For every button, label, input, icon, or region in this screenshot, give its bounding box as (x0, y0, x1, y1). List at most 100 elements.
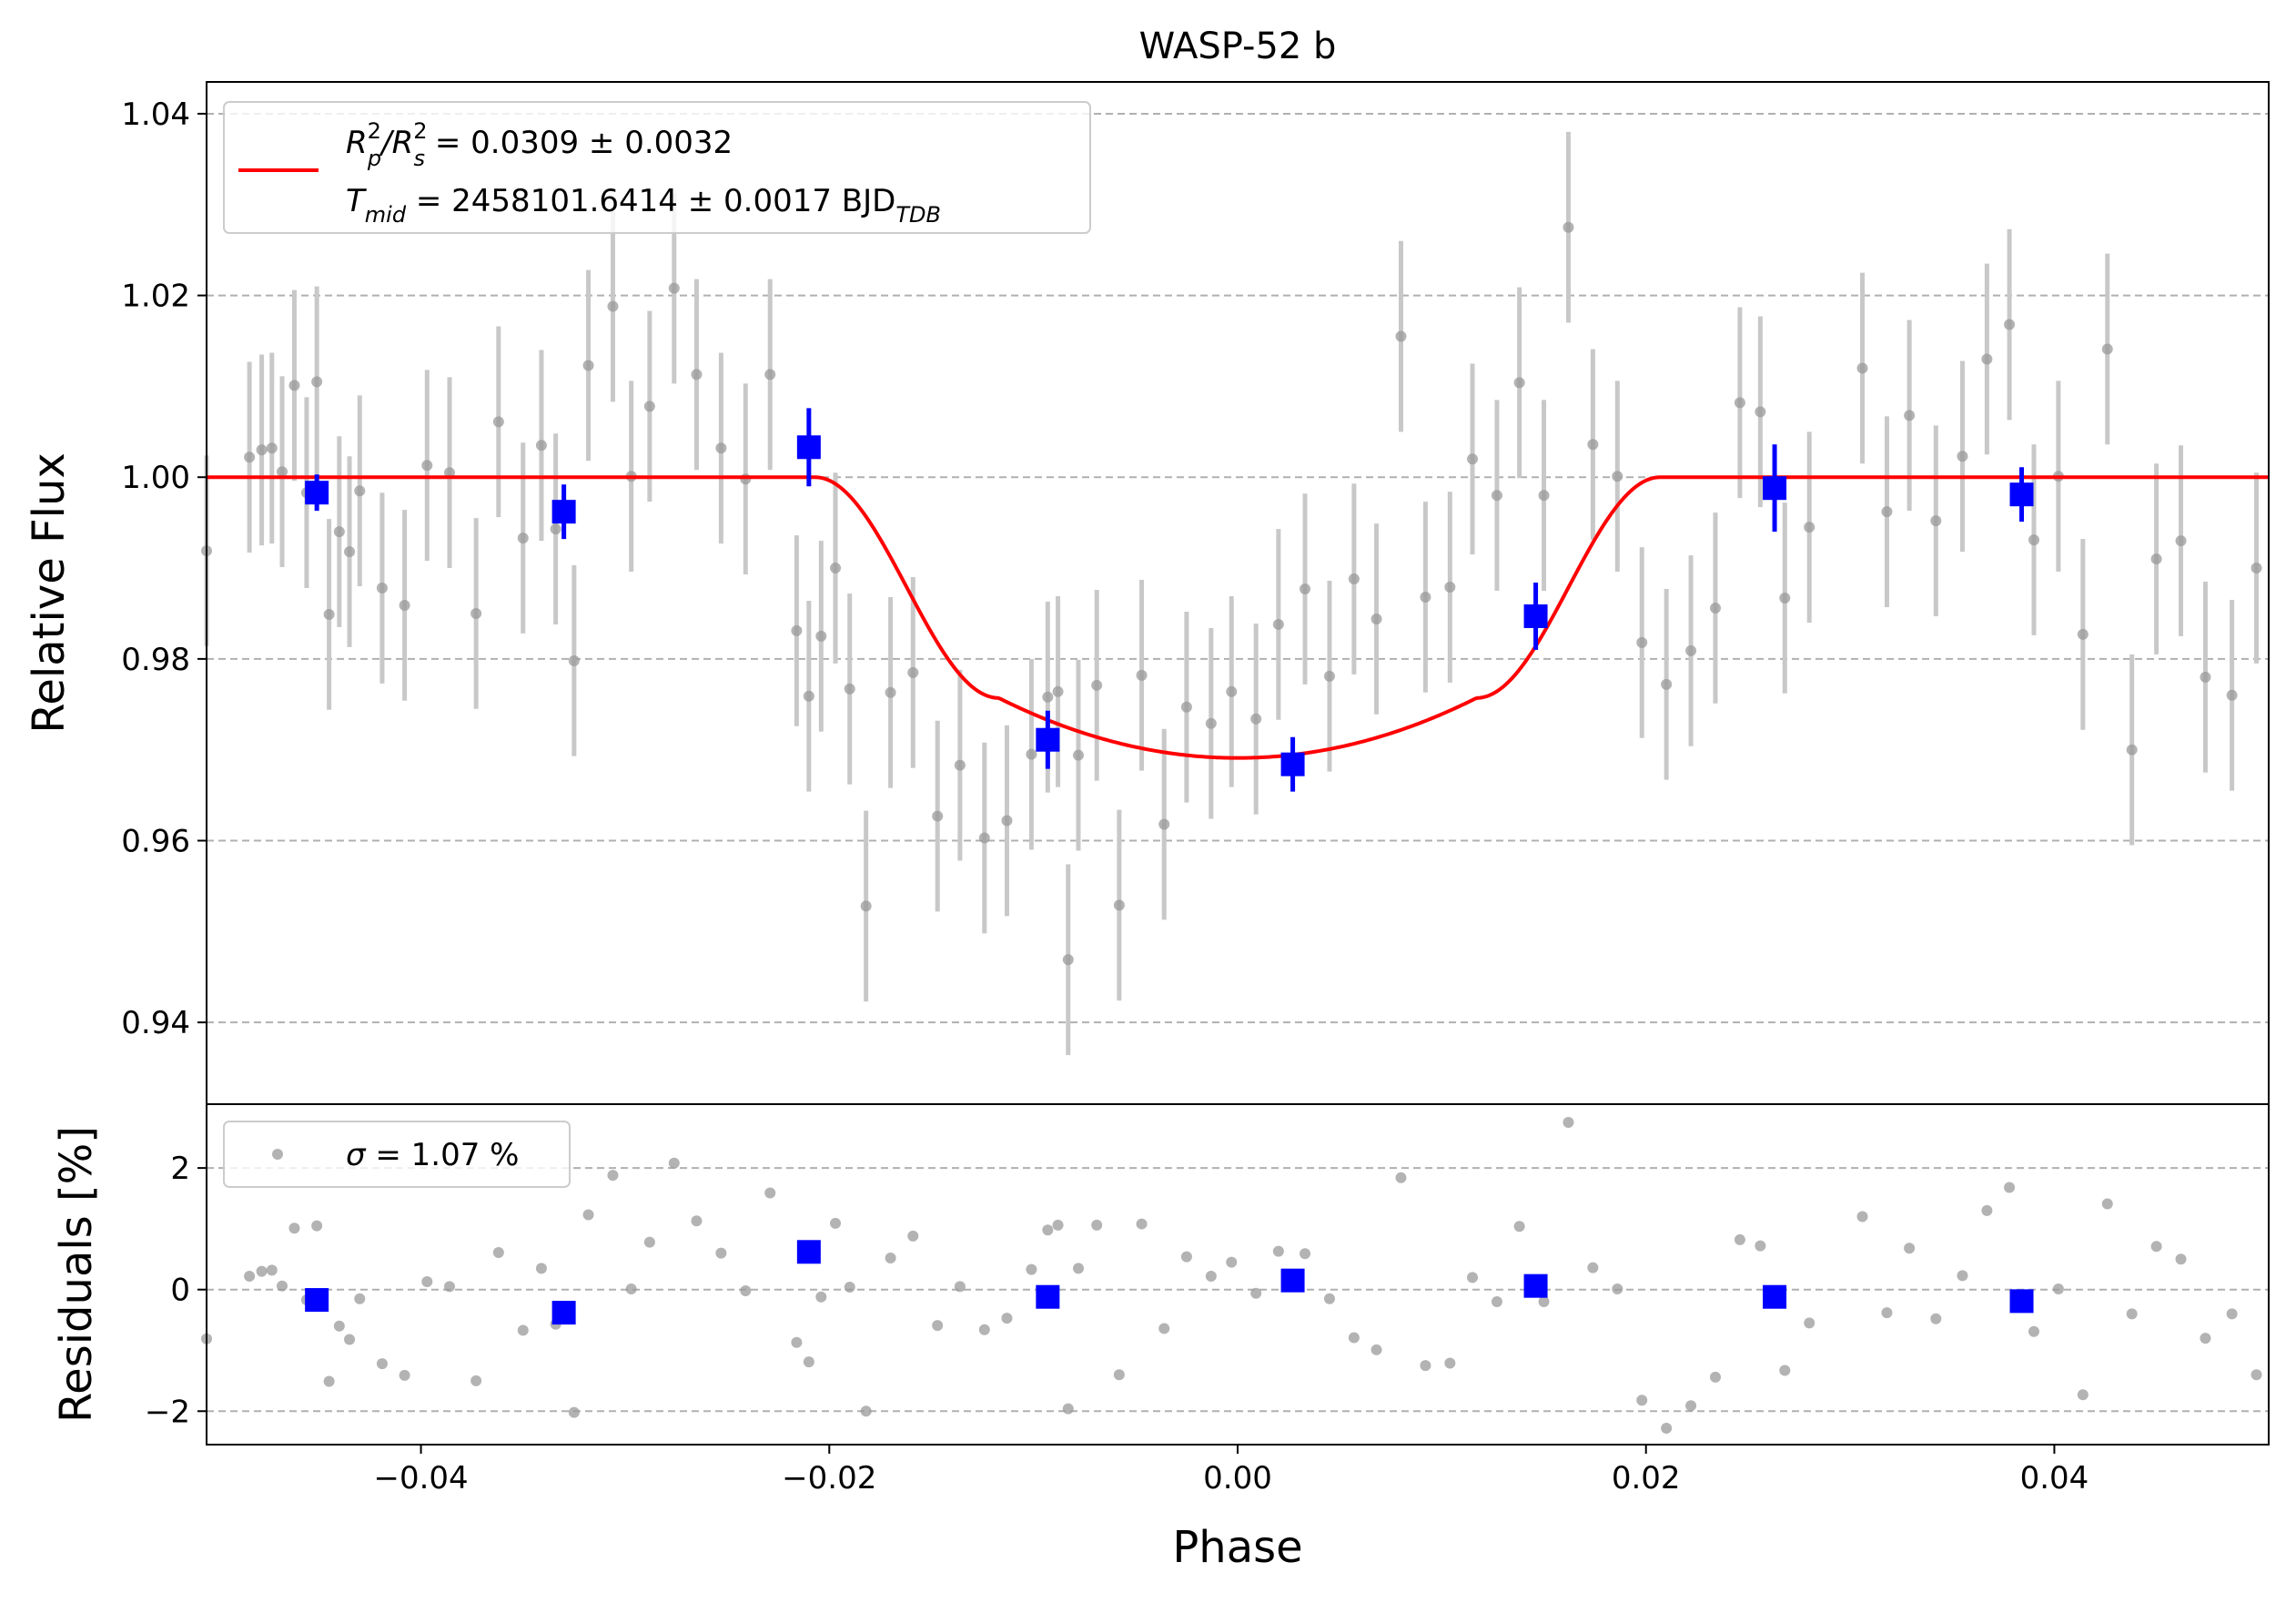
residual-data-point (2028, 1325, 2039, 1337)
residual-data-point (288, 1223, 300, 1234)
residuals-legend-marker (272, 1149, 283, 1160)
flux-data-point (1042, 691, 1054, 703)
tmid-symbol: T (346, 183, 367, 219)
residuals-legend-box (223, 1121, 571, 1188)
residuals-y-ticks: −2 0 2 (145, 1151, 207, 1430)
flux-data-point (535, 440, 547, 451)
flux-data-point (1180, 701, 1192, 713)
x-axis-label: Phase (1172, 1522, 1302, 1573)
residual-data-point (1026, 1263, 1037, 1275)
flux-data-point (1272, 618, 1284, 630)
flux-data-point (550, 523, 561, 535)
flux-data-point (1226, 685, 1238, 697)
flux-data-point (885, 686, 896, 698)
residual-data-point (1513, 1221, 1525, 1233)
flux-data-point (1636, 636, 1648, 648)
residual-data-point (2250, 1369, 2262, 1381)
flux-data-point (2175, 535, 2187, 547)
residual-data-point (844, 1282, 855, 1294)
residual-data-point (1755, 1240, 1766, 1252)
flux-data-point (1734, 397, 1745, 409)
residual-data-point (2226, 1308, 2238, 1320)
flux-data-point (1001, 815, 1013, 827)
flux-data-point (1881, 506, 1893, 518)
residual-data-point (860, 1405, 872, 1417)
flux-data-point (1563, 221, 1574, 233)
x-tick-label: 0.02 (1612, 1460, 1681, 1496)
residual-data-point (1957, 1270, 1968, 1282)
flux-data-point (1513, 377, 1525, 389)
flux-data-point (691, 369, 703, 380)
residual-data-point (791, 1336, 803, 1348)
flux-data-point (1755, 406, 1766, 418)
flux-data-points (201, 221, 2262, 966)
flux-data-point (1395, 330, 1407, 342)
flux-data-point (2150, 553, 2162, 565)
residual-data-point (625, 1283, 637, 1295)
residual-data-point (954, 1281, 966, 1293)
flux-data-point (1073, 749, 1085, 761)
tmid-subscript: mid (365, 202, 407, 228)
flux-data-point (376, 583, 388, 594)
flux-data-point (668, 282, 680, 294)
residual-data-point (1205, 1271, 1217, 1283)
residual-data-point (1136, 1218, 1148, 1230)
flux-y-tick-label: 1.02 (121, 279, 190, 315)
flux-binned-point (1523, 604, 1548, 628)
residual-binned-point (1523, 1273, 1548, 1298)
residual-data-point (885, 1252, 896, 1263)
residual-data-point (2101, 1198, 2113, 1210)
flux-data-point (2226, 689, 2238, 701)
flux-data-point (288, 380, 300, 391)
residual-data-point (1042, 1224, 1054, 1236)
flux-data-point (421, 460, 433, 472)
residual-data-point (266, 1264, 278, 1276)
residual-binned-point (305, 1288, 329, 1313)
flux-y-tick-label: 0.94 (121, 1005, 190, 1041)
flux-data-point (1779, 592, 1791, 604)
residual-data-point (517, 1324, 529, 1336)
residual-data-point (1661, 1422, 1673, 1434)
residual-data-point (2200, 1333, 2211, 1344)
residual-data-point (1180, 1251, 1192, 1263)
flux-data-point (568, 654, 580, 666)
flux-data-point (1420, 591, 1431, 603)
flux-data-point (399, 599, 410, 611)
flux-data-point (954, 759, 966, 771)
sigma-symbol: σ (346, 1137, 367, 1173)
residual-data-point (803, 1356, 814, 1368)
x-ticks: −0.04 −0.02 0.00 0.02 0.04 (373, 1445, 2089, 1496)
residual-data-point (443, 1281, 455, 1293)
flux-binned-point (1763, 476, 1787, 501)
residual-data-point (344, 1334, 356, 1345)
flux-data-point (978, 832, 990, 844)
flux-data-point (932, 810, 944, 822)
flux-data-point (277, 466, 288, 478)
residuals-y-tick-label: −2 (145, 1394, 190, 1430)
residual-data-point (1444, 1357, 1456, 1369)
flux-data-point (1587, 439, 1599, 451)
flux-binned-point (1036, 727, 1060, 752)
transit-model-line (207, 475, 2269, 760)
residual-data-point (1323, 1293, 1335, 1304)
residual-data-point (1779, 1365, 1791, 1376)
flux-y-tick-label: 1.04 (121, 96, 190, 133)
flux-data-point (815, 630, 827, 642)
rp-exponent: 2 (368, 118, 381, 144)
residual-data-point (1734, 1233, 1745, 1245)
rs-exponent: 2 (413, 118, 427, 144)
residual-binned-point (1036, 1284, 1060, 1309)
residual-binned-point (551, 1301, 576, 1325)
residual-data-point (1250, 1287, 1262, 1299)
flux-data-point (2250, 563, 2262, 574)
residual-data-point (376, 1358, 388, 1370)
flux-y-ticks: 0.94 0.96 0.98 1.00 1.02 1.04 (121, 96, 207, 1041)
residual-data-point (1563, 1117, 1574, 1129)
residual-data-point (607, 1170, 619, 1182)
flux-data-point (256, 444, 268, 456)
residual-data-point (421, 1276, 433, 1288)
flux-data-point (1348, 573, 1360, 585)
residuals-y-axis-label: Residuals [%] (51, 1126, 102, 1423)
residual-data-point (244, 1271, 256, 1283)
flux-data-point (2028, 534, 2039, 546)
